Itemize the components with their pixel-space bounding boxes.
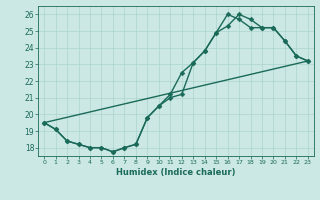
X-axis label: Humidex (Indice chaleur): Humidex (Indice chaleur) xyxy=(116,168,236,177)
